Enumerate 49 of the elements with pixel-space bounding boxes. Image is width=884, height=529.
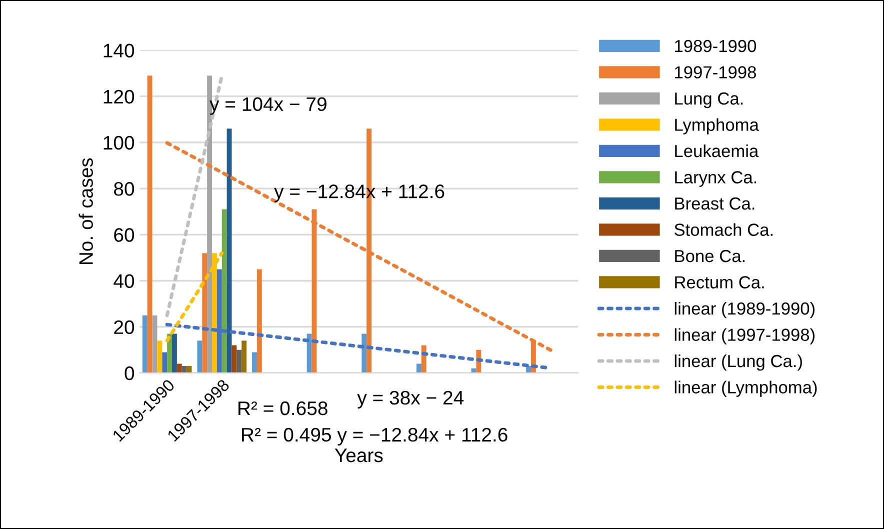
- bar: [157, 340, 162, 373]
- y-tick-label: 20: [114, 320, 134, 334]
- legend-label: Lung Ca.: [675, 92, 743, 108]
- bar: [142, 315, 148, 373]
- legend-label: Lymphoma: [675, 118, 759, 134]
- bar: [167, 334, 172, 373]
- bar: [306, 334, 312, 373]
- y-tick-label: 120: [104, 90, 134, 104]
- legend-label: linear (1989-1990): [674, 302, 815, 318]
- legend-label: Stomach Ca.: [674, 223, 772, 236]
- legend-label: Larynx Ca.: [675, 171, 756, 187]
- bar: [256, 269, 262, 373]
- bar: [226, 128, 232, 373]
- legend-label: Breast Ca.: [675, 197, 754, 210]
- bar: [252, 352, 257, 373]
- legend-label: linear (1997-1998): [674, 328, 815, 344]
- bar: [162, 352, 168, 373]
- legend-label: Rectum Ca.: [675, 276, 764, 288]
- legend-label: linear (Lymphoma): [674, 380, 817, 397]
- bar: [176, 364, 182, 373]
- legend-label: 1997-1998: [675, 66, 756, 78]
- legend-label: Bone Ca.: [675, 250, 745, 262]
- y-tick-label: 0: [124, 366, 134, 380]
- bar: [232, 345, 237, 373]
- y-axis-title: No. of cases: [78, 158, 93, 264]
- bar: [222, 209, 227, 373]
- y-tick-label: 140: [104, 44, 134, 58]
- y-tick-label: 60: [114, 228, 134, 242]
- annotation: y = 104x − 79: [210, 97, 326, 115]
- bar: [197, 340, 202, 373]
- bar: [362, 334, 367, 373]
- legend-label: Leukaemia: [675, 144, 759, 158]
- bar: [202, 253, 208, 373]
- legend-label: 1989-1990: [675, 40, 756, 52]
- legend-label: linear (Lung Ca.): [674, 354, 802, 371]
- bar: [147, 76, 152, 373]
- bar: [182, 366, 187, 373]
- x-axis-title: Years: [334, 448, 383, 462]
- text: y = 38x − 24: [357, 390, 464, 408]
- y-tick-label: 80: [114, 182, 134, 196]
- y-tick-label: 100: [104, 136, 134, 150]
- bar: [172, 334, 177, 373]
- text: R² = 0.495 y = −12.84x + 112.6: [242, 428, 508, 446]
- y-tick-label: 40: [114, 274, 134, 288]
- text: R² = 0.658: [238, 401, 328, 416]
- bar: [236, 350, 242, 373]
- bar: [416, 364, 422, 373]
- bar: [242, 340, 247, 373]
- bar: [152, 315, 158, 373]
